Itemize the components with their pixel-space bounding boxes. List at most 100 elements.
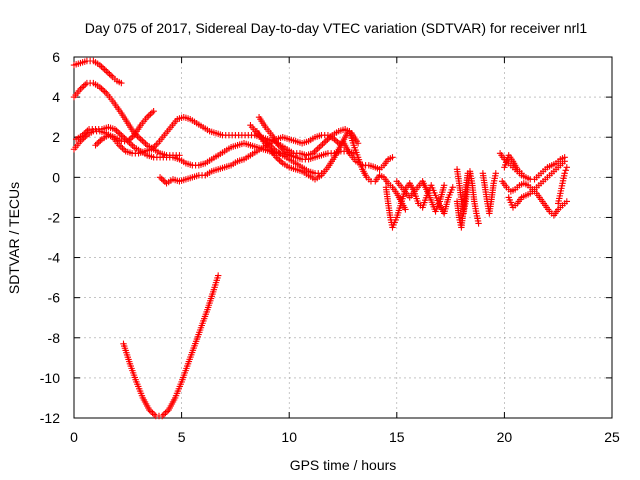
data-point (332, 137, 340, 144)
data-point (117, 143, 125, 150)
y-tick-label: -8 (48, 330, 61, 346)
data-point (322, 138, 329, 145)
x-tick-label: 0 (70, 429, 78, 445)
y-axis-label: SDTVAR / TECUs (6, 182, 22, 294)
ticks (73, 56, 613, 419)
data-point (277, 158, 285, 165)
x-tick-label: 15 (389, 429, 405, 445)
data-point (92, 142, 99, 149)
y-tick-label: -10 (40, 370, 60, 386)
data-point (317, 142, 325, 149)
y-tick-label: -2 (48, 209, 61, 225)
data-point (114, 129, 122, 136)
y-tick-label: -6 (48, 290, 61, 306)
data-point (99, 86, 107, 94)
data-point (147, 110, 154, 118)
x-tick-label: 10 (281, 429, 297, 445)
data-point (214, 272, 222, 279)
series-track-t (501, 152, 525, 177)
x-tick-label: 5 (178, 429, 186, 445)
data-point (107, 72, 115, 79)
series-track-p (479, 170, 499, 217)
x-axis-label: GPS time / hours (290, 457, 397, 473)
data-point (78, 84, 86, 91)
data-point (82, 129, 90, 136)
series-track-k (346, 128, 409, 213)
data-point (142, 140, 149, 147)
data-point (104, 69, 112, 76)
y-tick-label: 6 (52, 49, 60, 65)
data-point (150, 411, 158, 418)
series-track-v (120, 272, 222, 420)
y-tick-labels: -12 -10 -8 -6 -4 -2 0 2 4 6 (40, 49, 60, 426)
data-point (126, 136, 133, 143)
data-point (140, 139, 148, 146)
data-point (98, 63, 105, 70)
data-point (475, 220, 482, 227)
series-track-m (393, 178, 448, 215)
series-track-a (70, 57, 125, 87)
data-point (162, 409, 169, 417)
data-point (320, 139, 328, 146)
data-point (95, 139, 102, 146)
series-track-e (92, 107, 157, 149)
data-point (118, 79, 125, 87)
y-tick-label: 2 (52, 129, 60, 145)
data-series (70, 57, 571, 420)
series-track-i (255, 113, 295, 159)
data-point (466, 170, 474, 177)
data-point (316, 144, 323, 151)
series-track-s (505, 158, 568, 211)
x-tick-label: 25 (604, 429, 620, 445)
data-point (562, 167, 569, 174)
data-point (148, 109, 156, 116)
series-track-b (70, 79, 183, 159)
series-track-j (339, 138, 396, 173)
data-point (276, 157, 283, 164)
data-point (127, 135, 135, 142)
data-point (156, 174, 164, 181)
data-point (151, 143, 158, 150)
data-point (139, 137, 146, 144)
data-point (314, 145, 321, 152)
data-point (312, 147, 320, 154)
data-point (319, 141, 326, 148)
data-point (137, 136, 144, 143)
data-point (119, 145, 126, 152)
series-track-u (555, 164, 571, 207)
data-point (402, 206, 409, 213)
data-point (106, 70, 113, 78)
data-point (103, 67, 110, 75)
data-point (101, 66, 108, 73)
data-point (492, 170, 499, 177)
data-point (389, 154, 396, 161)
series-track-o (453, 166, 474, 217)
data-point (98, 85, 105, 92)
y-tick-label: -12 (40, 410, 60, 426)
data-point (288, 152, 295, 159)
data-point (99, 64, 107, 72)
chart-title: Day 075 of 2017, Sidereal Day-to-day VTE… (85, 20, 588, 36)
data-point (563, 164, 571, 171)
data-point (449, 184, 456, 191)
data-point (518, 170, 525, 177)
data-point (101, 88, 108, 95)
data-point (563, 198, 571, 205)
data-point (160, 177, 167, 184)
data-point (145, 112, 152, 119)
data-point (124, 138, 131, 145)
data-point (158, 175, 165, 183)
series-track-h (247, 121, 325, 177)
data-point (82, 81, 89, 88)
data-point (149, 409, 156, 417)
data-point (93, 140, 101, 147)
series-track-d (72, 123, 357, 169)
grid (74, 57, 612, 418)
data-point (561, 158, 568, 165)
x-tick-labels: 0 5 10 15 20 25 (70, 429, 620, 445)
data-point (160, 411, 168, 418)
data-point (129, 142, 136, 149)
data-point (318, 170, 325, 177)
data-point (127, 141, 135, 148)
